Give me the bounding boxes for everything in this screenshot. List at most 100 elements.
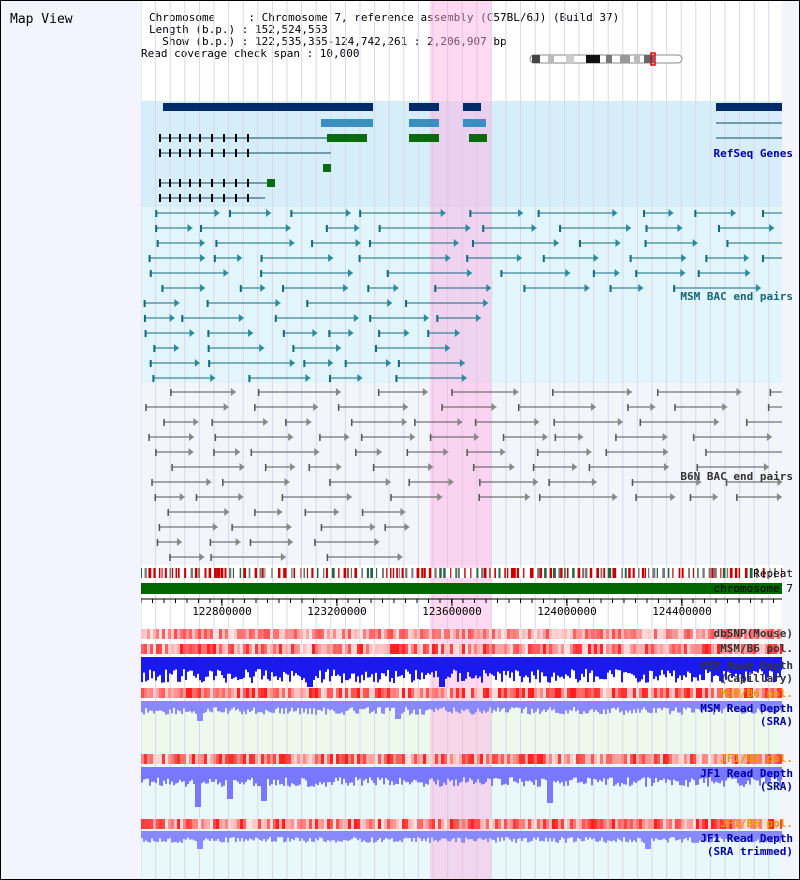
polymorphism-cell xyxy=(294,688,297,698)
read-depth-bar xyxy=(455,831,457,843)
track-label-dbsnp[interactable]: dbSNP(Mouse) xyxy=(713,627,793,640)
polymorphism-cell xyxy=(282,754,285,764)
polymorphism-cell xyxy=(573,819,576,829)
track-label-refseq[interactable]: RefSeq Genes xyxy=(713,147,793,160)
read-depth-bar xyxy=(617,701,619,708)
read-depth-bar xyxy=(509,767,511,778)
read-depth-bar xyxy=(769,767,771,782)
polymorphism-cell xyxy=(666,819,669,829)
track-label-jf1-depth-trimmed[interactable]: JF1 Read Depth (SRA trimmed) xyxy=(700,832,793,858)
read-depth-bar xyxy=(419,767,421,783)
polymorphism-cell xyxy=(231,629,234,639)
track-label-jf1-b6-pol[interactable]: JF1/B6 pol. xyxy=(720,752,793,765)
polymorphism-cell xyxy=(336,819,339,829)
read-depth-bar xyxy=(667,831,669,843)
read-depth-bar xyxy=(341,767,343,785)
polymorphism-cell xyxy=(381,629,384,639)
selected-region-highlight[interactable] xyxy=(430,1,491,879)
polymorphism-cell xyxy=(555,819,558,829)
read-depth-bar xyxy=(761,701,763,714)
read-depth-bar xyxy=(347,767,349,786)
polymorphism-cell xyxy=(168,629,171,639)
bac-end-arrow xyxy=(336,344,342,352)
polymorphism-cell xyxy=(558,754,561,764)
repeat-element xyxy=(194,568,198,578)
read-depth-bar xyxy=(553,767,555,782)
polymorphism-cell xyxy=(438,754,441,764)
bac-end xyxy=(767,404,770,411)
bac-end xyxy=(745,419,748,426)
repeat-element xyxy=(228,568,232,578)
read-depth-bar xyxy=(713,657,715,677)
bac-end xyxy=(254,509,256,516)
read-depth-bar xyxy=(423,657,425,680)
page-title: Map View xyxy=(10,12,73,27)
polymorphism-cell xyxy=(417,644,420,654)
bac-end-arrow xyxy=(593,254,599,262)
bac-end xyxy=(542,255,545,262)
bac-end-arrow xyxy=(466,269,472,277)
genome-plot-area[interactable]: 122800000 123200000 123600000 124000000 1244… xyxy=(141,1,782,879)
read-depth-bar xyxy=(763,831,765,843)
track-label-msm-b6-pol-2[interactable]: MSM/B6 pol. xyxy=(720,687,793,700)
track-label-msm-depth-capillary[interactable]: MSM Read Depth (Capillary) xyxy=(700,659,793,685)
read-depth-bar xyxy=(735,831,737,842)
polymorphism-cell xyxy=(339,819,342,829)
track-label-msm-b6-pol[interactable]: MSM/B6 pol. xyxy=(720,642,793,655)
read-depth-bar xyxy=(205,831,207,839)
polymorphism-cell xyxy=(534,629,537,639)
read-depth-bar xyxy=(631,657,633,675)
polymorphism-cell xyxy=(498,644,501,654)
read-depth-bar xyxy=(555,701,557,713)
read-depth-bar xyxy=(189,657,191,671)
repeat-element xyxy=(609,568,612,578)
track-label-jf1-b6-pol-2[interactable]: JF1/B6 pol. xyxy=(720,817,793,830)
track-label-repeat[interactable]: Repeat xyxy=(753,567,793,580)
read-depth-bar xyxy=(181,767,183,783)
bac-end-arrow xyxy=(745,269,751,277)
bac-end-arrow xyxy=(615,239,621,247)
chromosome-ideogram[interactable] xyxy=(526,51,686,67)
repeat-element xyxy=(224,568,227,578)
track-label-b6n-bac[interactable]: B6N BAC end pairs xyxy=(680,470,793,483)
read-depth-bar xyxy=(375,767,377,786)
read-depth-bar xyxy=(165,657,167,670)
repeat-element xyxy=(470,568,472,578)
read-depth-bar xyxy=(655,657,657,677)
bac-end-arrow xyxy=(305,374,311,382)
bac-end xyxy=(406,449,409,456)
read-depth-bar xyxy=(591,767,593,786)
polymorphism-cell xyxy=(321,644,324,654)
read-depth-bar xyxy=(187,701,189,712)
bac-end xyxy=(554,434,557,441)
read-depth-bar xyxy=(225,831,227,838)
polymorphism-cell xyxy=(747,629,750,639)
read-depth-bar xyxy=(221,831,223,843)
track-label-msm-bac[interactable]: MSM BAC end pairs xyxy=(680,290,793,303)
bac-end xyxy=(436,315,439,322)
track-label-chromosome[interactable]: chromosome 7 xyxy=(713,582,793,595)
exon-mark xyxy=(169,134,171,142)
bac-end-arrow xyxy=(404,329,410,337)
polymorphism-cell xyxy=(357,644,360,654)
read-depth-bar xyxy=(455,701,457,712)
read-depth-bar xyxy=(251,701,253,711)
read-depth-bar xyxy=(499,701,501,712)
gene-block xyxy=(409,134,439,142)
read-depth-bar xyxy=(185,767,187,787)
polymorphism-cell xyxy=(630,629,633,639)
track-label-msm-depth-sra[interactable]: MSM Read Depth (SRA) xyxy=(700,702,793,728)
read-depth-bar xyxy=(157,831,159,842)
polymorphism-cell xyxy=(711,688,714,698)
read-depth-bar xyxy=(631,831,633,843)
read-depth-bar xyxy=(407,767,409,783)
read-depth-bar xyxy=(321,767,323,785)
polymorphism-cell xyxy=(558,644,561,654)
bac-end xyxy=(290,210,293,217)
track-label-jf1-depth-sra[interactable]: JF1 Read Depth (SRA) xyxy=(700,767,793,793)
read-depth-bar xyxy=(507,701,509,713)
polymorphism-cell xyxy=(354,754,357,764)
read-depth-bar xyxy=(651,701,653,713)
polymorphism-cell xyxy=(147,644,150,654)
read-depth-bar xyxy=(601,767,603,782)
